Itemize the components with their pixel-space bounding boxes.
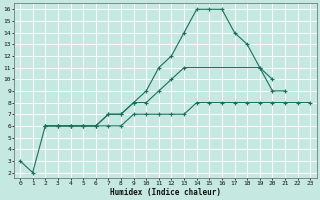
- X-axis label: Humidex (Indice chaleur): Humidex (Indice chaleur): [110, 188, 220, 197]
